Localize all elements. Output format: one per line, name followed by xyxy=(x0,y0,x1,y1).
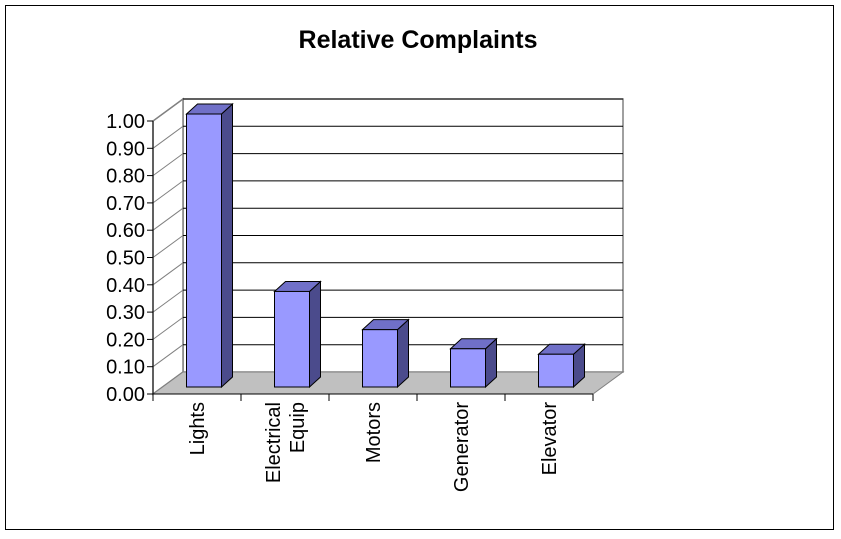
bar xyxy=(537,343,586,389)
x-category-label: Electrical xyxy=(263,402,285,483)
y-tick-label: 0.70 xyxy=(106,193,145,215)
chart-gridlines xyxy=(152,98,623,368)
bar-side xyxy=(309,280,321,389)
gridline-diagonal xyxy=(152,316,184,340)
bar-side xyxy=(397,318,409,389)
x-axis-labels: Lights Electrical Equip Motors Generator Elev… xyxy=(187,402,561,492)
y-tick-label: 1.00 xyxy=(106,111,145,133)
gridline-diagonal xyxy=(152,344,184,368)
bar-front xyxy=(186,113,222,388)
y-tick-label: 0.80 xyxy=(106,166,145,188)
gridline-diagonal xyxy=(152,235,184,258)
chart-bars xyxy=(185,102,586,389)
gridline-diagonal xyxy=(152,153,184,177)
y-tick-label: 0.50 xyxy=(106,248,145,270)
x-category-label: Elevator xyxy=(539,402,561,476)
bar-front xyxy=(538,353,574,388)
bar-front xyxy=(274,290,310,388)
bar xyxy=(361,318,410,389)
gridline-diagonal xyxy=(152,98,184,122)
bar xyxy=(449,337,498,389)
bar xyxy=(185,102,234,389)
y-tick-label: 0.10 xyxy=(106,357,145,379)
x-category-label: Equip xyxy=(287,402,309,453)
x-category-label: Lights xyxy=(187,402,209,455)
gridline-diagonal xyxy=(152,289,184,313)
x-category-label: Generator xyxy=(451,402,473,492)
gridline-diagonal xyxy=(152,207,184,231)
y-tick-label: 0.40 xyxy=(106,275,145,297)
y-tick-label: 0.20 xyxy=(106,329,145,351)
gridline-diagonal xyxy=(152,180,184,204)
bar xyxy=(273,280,322,389)
y-tick-label: 0.30 xyxy=(106,302,145,324)
y-tick-label: 0.60 xyxy=(106,220,145,242)
y-tick-label: 0.90 xyxy=(106,138,145,160)
bar-front xyxy=(362,329,398,388)
y-axis-ticks: 0.00 0.10 0.20 0.30 0.40 0.50 0.60 0.70 0.80 0.90… xyxy=(106,111,153,406)
bar-side xyxy=(221,102,233,389)
gridline-diagonal xyxy=(152,262,184,286)
chart-title: Relative Complaints xyxy=(299,26,538,54)
bar-front xyxy=(450,348,486,388)
gridline-diagonal xyxy=(152,125,184,149)
x-category-label: Motors xyxy=(363,402,385,463)
y-tick-label: 0.00 xyxy=(106,384,145,406)
